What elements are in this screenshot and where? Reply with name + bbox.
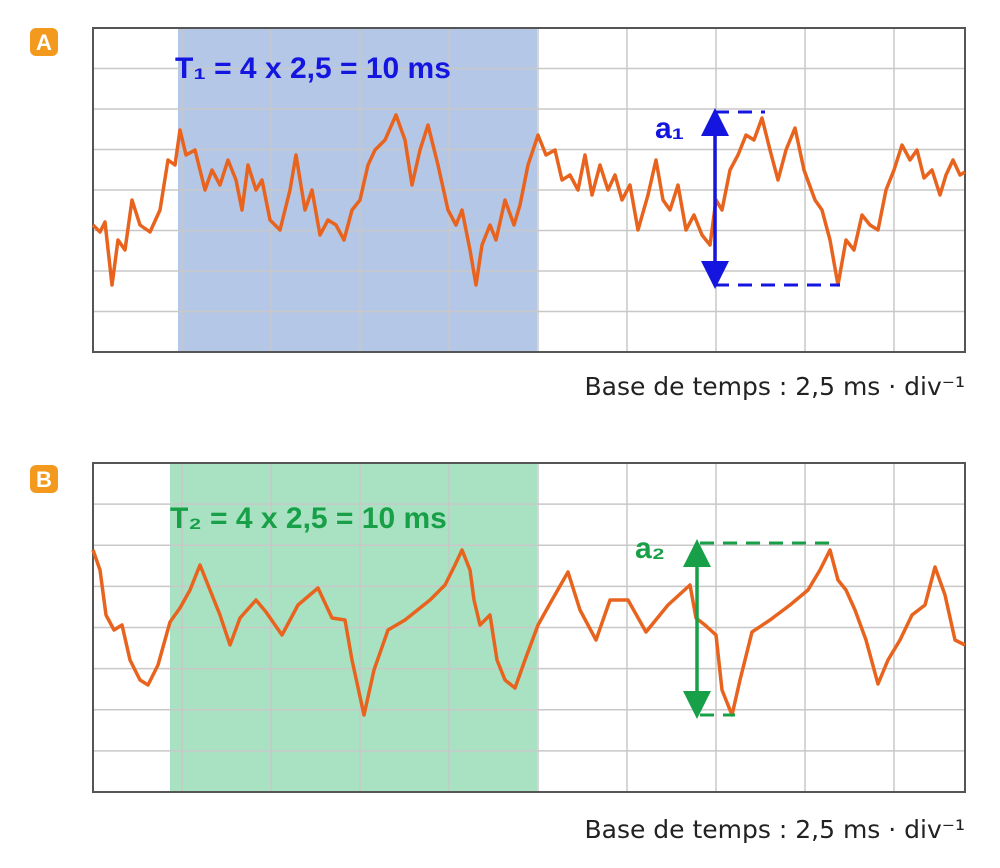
panel-label: B	[36, 467, 52, 492]
grid	[93, 463, 965, 792]
screen-frame	[92, 27, 966, 353]
badge	[30, 465, 58, 493]
panel-b: B T₂ = 4 x 2,5 = 10 ms a₂ Base de temps …	[30, 462, 966, 844]
caption: Base de temps : 2,5 ms · div⁻¹	[584, 815, 965, 844]
period-label: T₂ = 4 x 2,5 = 10 ms	[170, 502, 447, 535]
badge	[30, 28, 58, 56]
amplitude-label: a₂	[635, 532, 665, 565]
screen-frame	[92, 462, 966, 793]
amplitude-label: a₁	[655, 112, 684, 145]
waveform	[91, 113, 966, 287]
period-label: T₁ = 4 x 2,5 = 10 ms	[175, 52, 451, 85]
panel-a: A T₁ = 4 x 2,5 = 10 ms a₁ Base de temps …	[30, 27, 966, 401]
panel-label: A	[36, 30, 52, 55]
caption: Base de temps : 2,5 ms · div⁻¹	[584, 372, 965, 401]
waveform	[91, 548, 966, 717]
